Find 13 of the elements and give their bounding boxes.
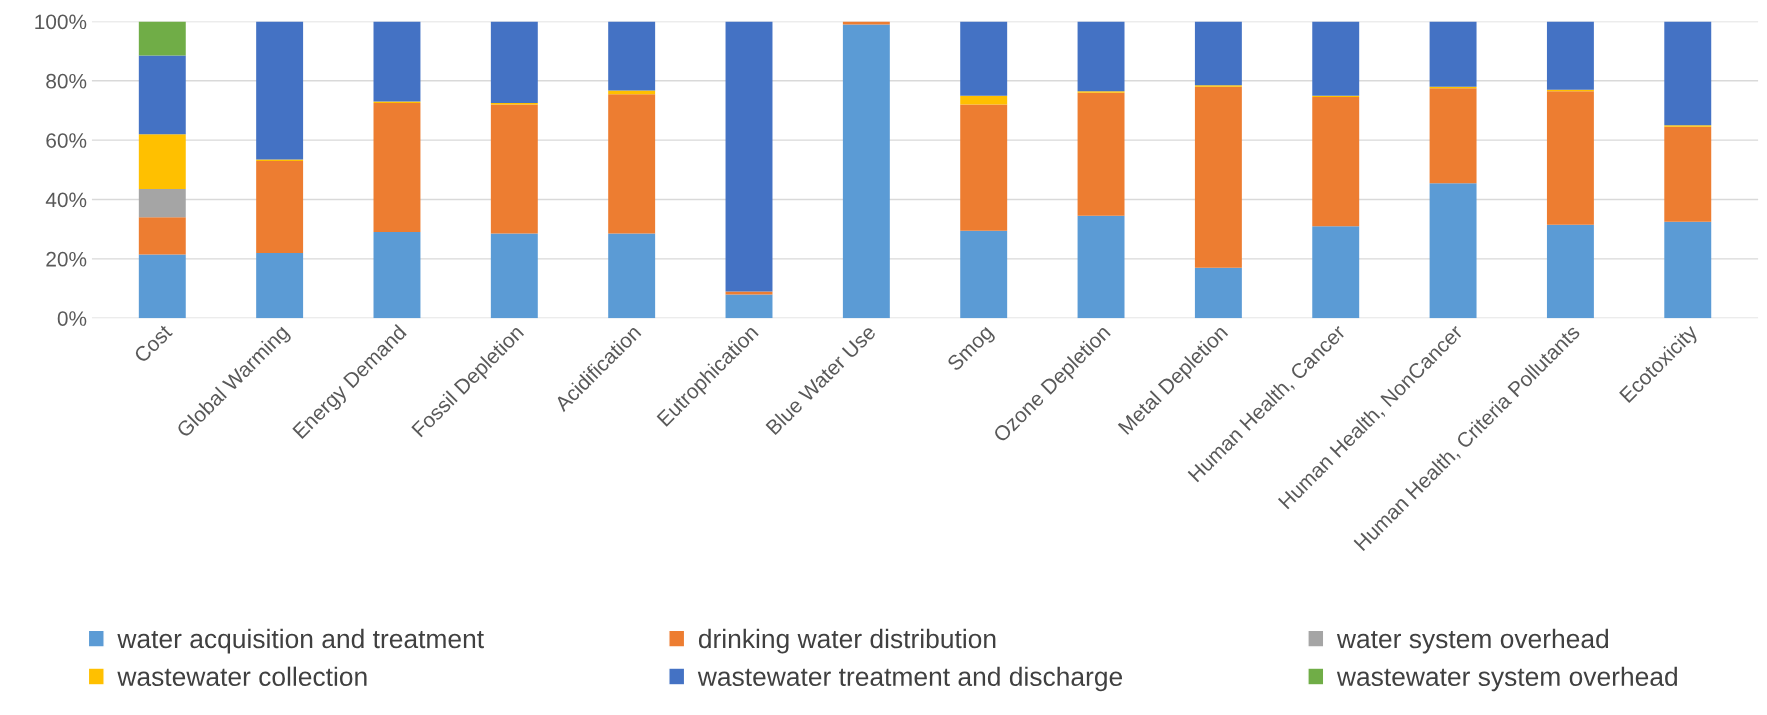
y-tick-label: 100% xyxy=(35,14,87,30)
y-tick-label: 40% xyxy=(45,192,87,208)
legend-label: drinking water distribution xyxy=(698,628,996,654)
y-tick-label: 60% xyxy=(46,133,87,148)
y-tick-label: 80% xyxy=(46,73,87,89)
x-tick-label: Cost xyxy=(133,323,173,364)
legend-label: wastewater treatment and discharge xyxy=(697,666,1123,692)
y-tick-label: 0% xyxy=(57,311,87,326)
legend-label: water system overhead xyxy=(1336,628,1609,654)
legend-label: wastewater system overhead xyxy=(1336,666,1677,692)
y-tick-label: 20% xyxy=(46,251,87,267)
legend-label: wastewater collection xyxy=(117,666,367,687)
legend-label: water acquisition and treatment xyxy=(117,628,484,654)
